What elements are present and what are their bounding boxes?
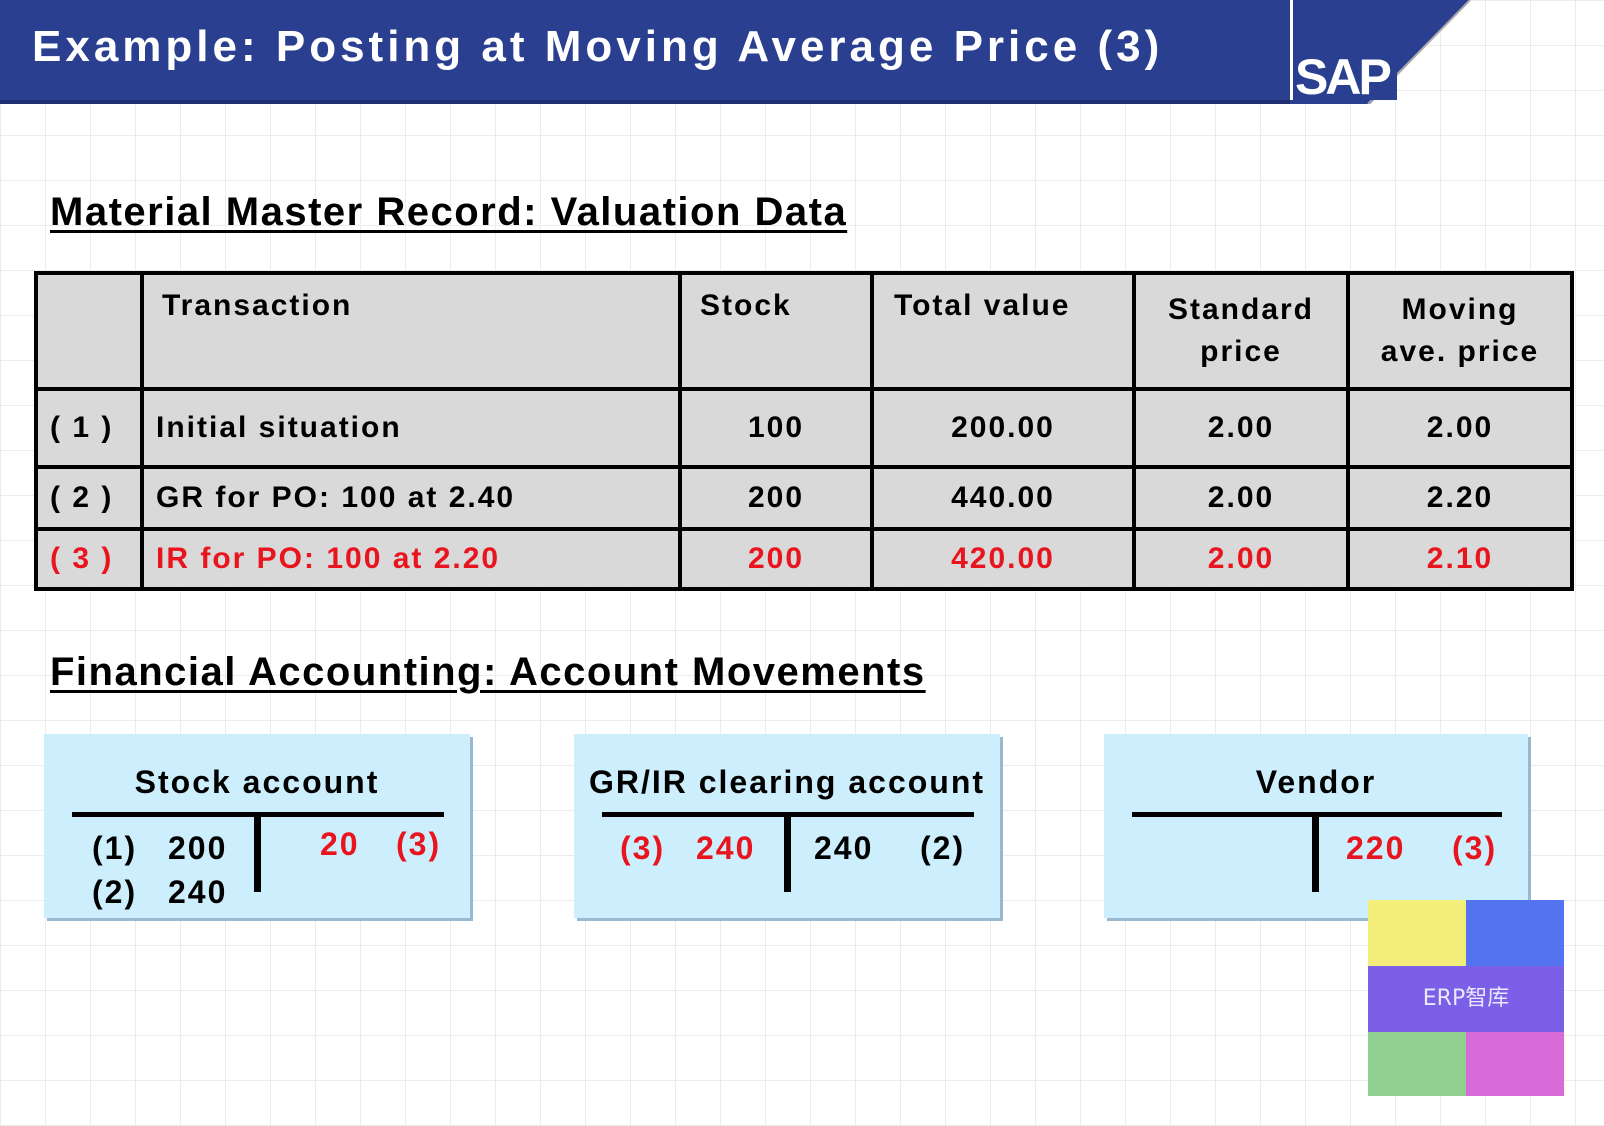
debit-amount: 200 (168, 830, 228, 866)
debit-amount: 240 (696, 830, 756, 866)
row-num: ( 3 ) (34, 527, 144, 591)
row-total-value: 200.00 (870, 387, 1136, 469)
row-transaction: Initial situation (140, 387, 682, 469)
header-standard-price: Standard price (1132, 271, 1350, 391)
debit-ref: (1) (92, 830, 138, 866)
watermark-tile (1368, 900, 1466, 966)
row-transaction: IR for PO: 100 at 2.20 (140, 527, 682, 591)
grir-account-box: GR/IR clearing account (3) 240 240 (2) (574, 734, 1000, 918)
sap-logo-box: SAP (1290, 0, 1397, 100)
row-standard-price: 2.00 (1132, 527, 1350, 591)
vendor-account-box: Vendor 220 (3) (1104, 734, 1528, 918)
credit-ref: (3) (1452, 830, 1498, 866)
header-moving-price-line1: Moving (1401, 293, 1519, 326)
row-num: ( 1 ) (34, 387, 144, 469)
stock-account-box: Stock account (1) 200 (2) 240 20 (3) (44, 734, 470, 918)
debit-amount: 240 (168, 874, 228, 910)
header-standard-price-line2: price (1200, 335, 1282, 368)
header-num (34, 271, 144, 391)
row-num: ( 2 ) (34, 465, 144, 531)
watermark-tile (1466, 900, 1564, 966)
debit-ref: (3) (620, 830, 666, 866)
title-bar: Example: Posting at Moving Average Price… (0, 0, 1290, 104)
credit-amount: 20 (320, 826, 360, 862)
table-header-row: Transaction Stock Total value Standard pr… (34, 271, 1574, 391)
header-total-value: Total value (870, 271, 1136, 391)
row-moving-price: 2.20 (1346, 465, 1574, 531)
row-stock: 200 (678, 465, 874, 531)
grir-account-title: GR/IR clearing account (588, 764, 986, 800)
stock-account-title: Stock account (134, 764, 380, 800)
accounting-section-title: Financial Accounting: Account Movements (50, 650, 926, 694)
t-account-vertical-line (1312, 814, 1319, 892)
vendor-account-title: Vendor (1255, 764, 1377, 800)
watermark-logo: ERP智库 (1368, 900, 1564, 1096)
header-transaction: Transaction (140, 271, 682, 391)
row-moving-price: 2.00 (1346, 387, 1574, 469)
table-row-highlighted: ( 3 ) IR for PO: 100 at 2.20 200 420.00 … (34, 527, 1574, 591)
row-stock: 200 (678, 527, 874, 591)
row-total-value: 440.00 (870, 465, 1136, 531)
watermark-tile (1466, 1032, 1564, 1096)
header-moving-price: Moving ave. price (1346, 271, 1574, 391)
valuation-section-title: Material Master Record: Valuation Data (50, 190, 848, 234)
debit-ref: (2) (92, 874, 138, 910)
sap-logo: SAP (1290, 0, 1510, 104)
watermark-tile (1368, 966, 1564, 1032)
table-row: ( 2 ) GR for PO: 100 at 2.40 200 440.00 … (34, 465, 1574, 531)
t-account-vertical-line (254, 814, 261, 892)
credit-amount: 220 (1346, 830, 1406, 866)
credit-ref: (2) (920, 830, 966, 866)
row-moving-price: 2.10 (1346, 527, 1574, 591)
credit-ref: (3) (396, 826, 442, 862)
row-stock: 100 (678, 387, 874, 469)
row-standard-price: 2.00 (1132, 387, 1350, 469)
header-moving-price-line2: ave. price (1380, 335, 1540, 368)
sap-logo-text: SAP (1295, 49, 1392, 100)
row-transaction: GR for PO: 100 at 2.40 (140, 465, 682, 531)
slide-title: Example: Posting at Moving Average Price… (32, 22, 1164, 71)
table-row: ( 1 ) Initial situation 100 200.00 2.00 … (34, 387, 1574, 469)
t-account-vertical-line (784, 814, 791, 892)
watermark-text: ERP智库 (1422, 986, 1510, 1011)
header-standard-price-line1: Standard (1167, 293, 1315, 326)
watermark-tile (1368, 1032, 1466, 1096)
valuation-table: Transaction Stock Total value Standard pr… (34, 271, 1574, 591)
row-total-value: 420.00 (870, 527, 1136, 591)
header-stock: Stock (678, 271, 874, 391)
row-standard-price: 2.00 (1132, 465, 1350, 531)
credit-amount: 240 (814, 830, 874, 866)
